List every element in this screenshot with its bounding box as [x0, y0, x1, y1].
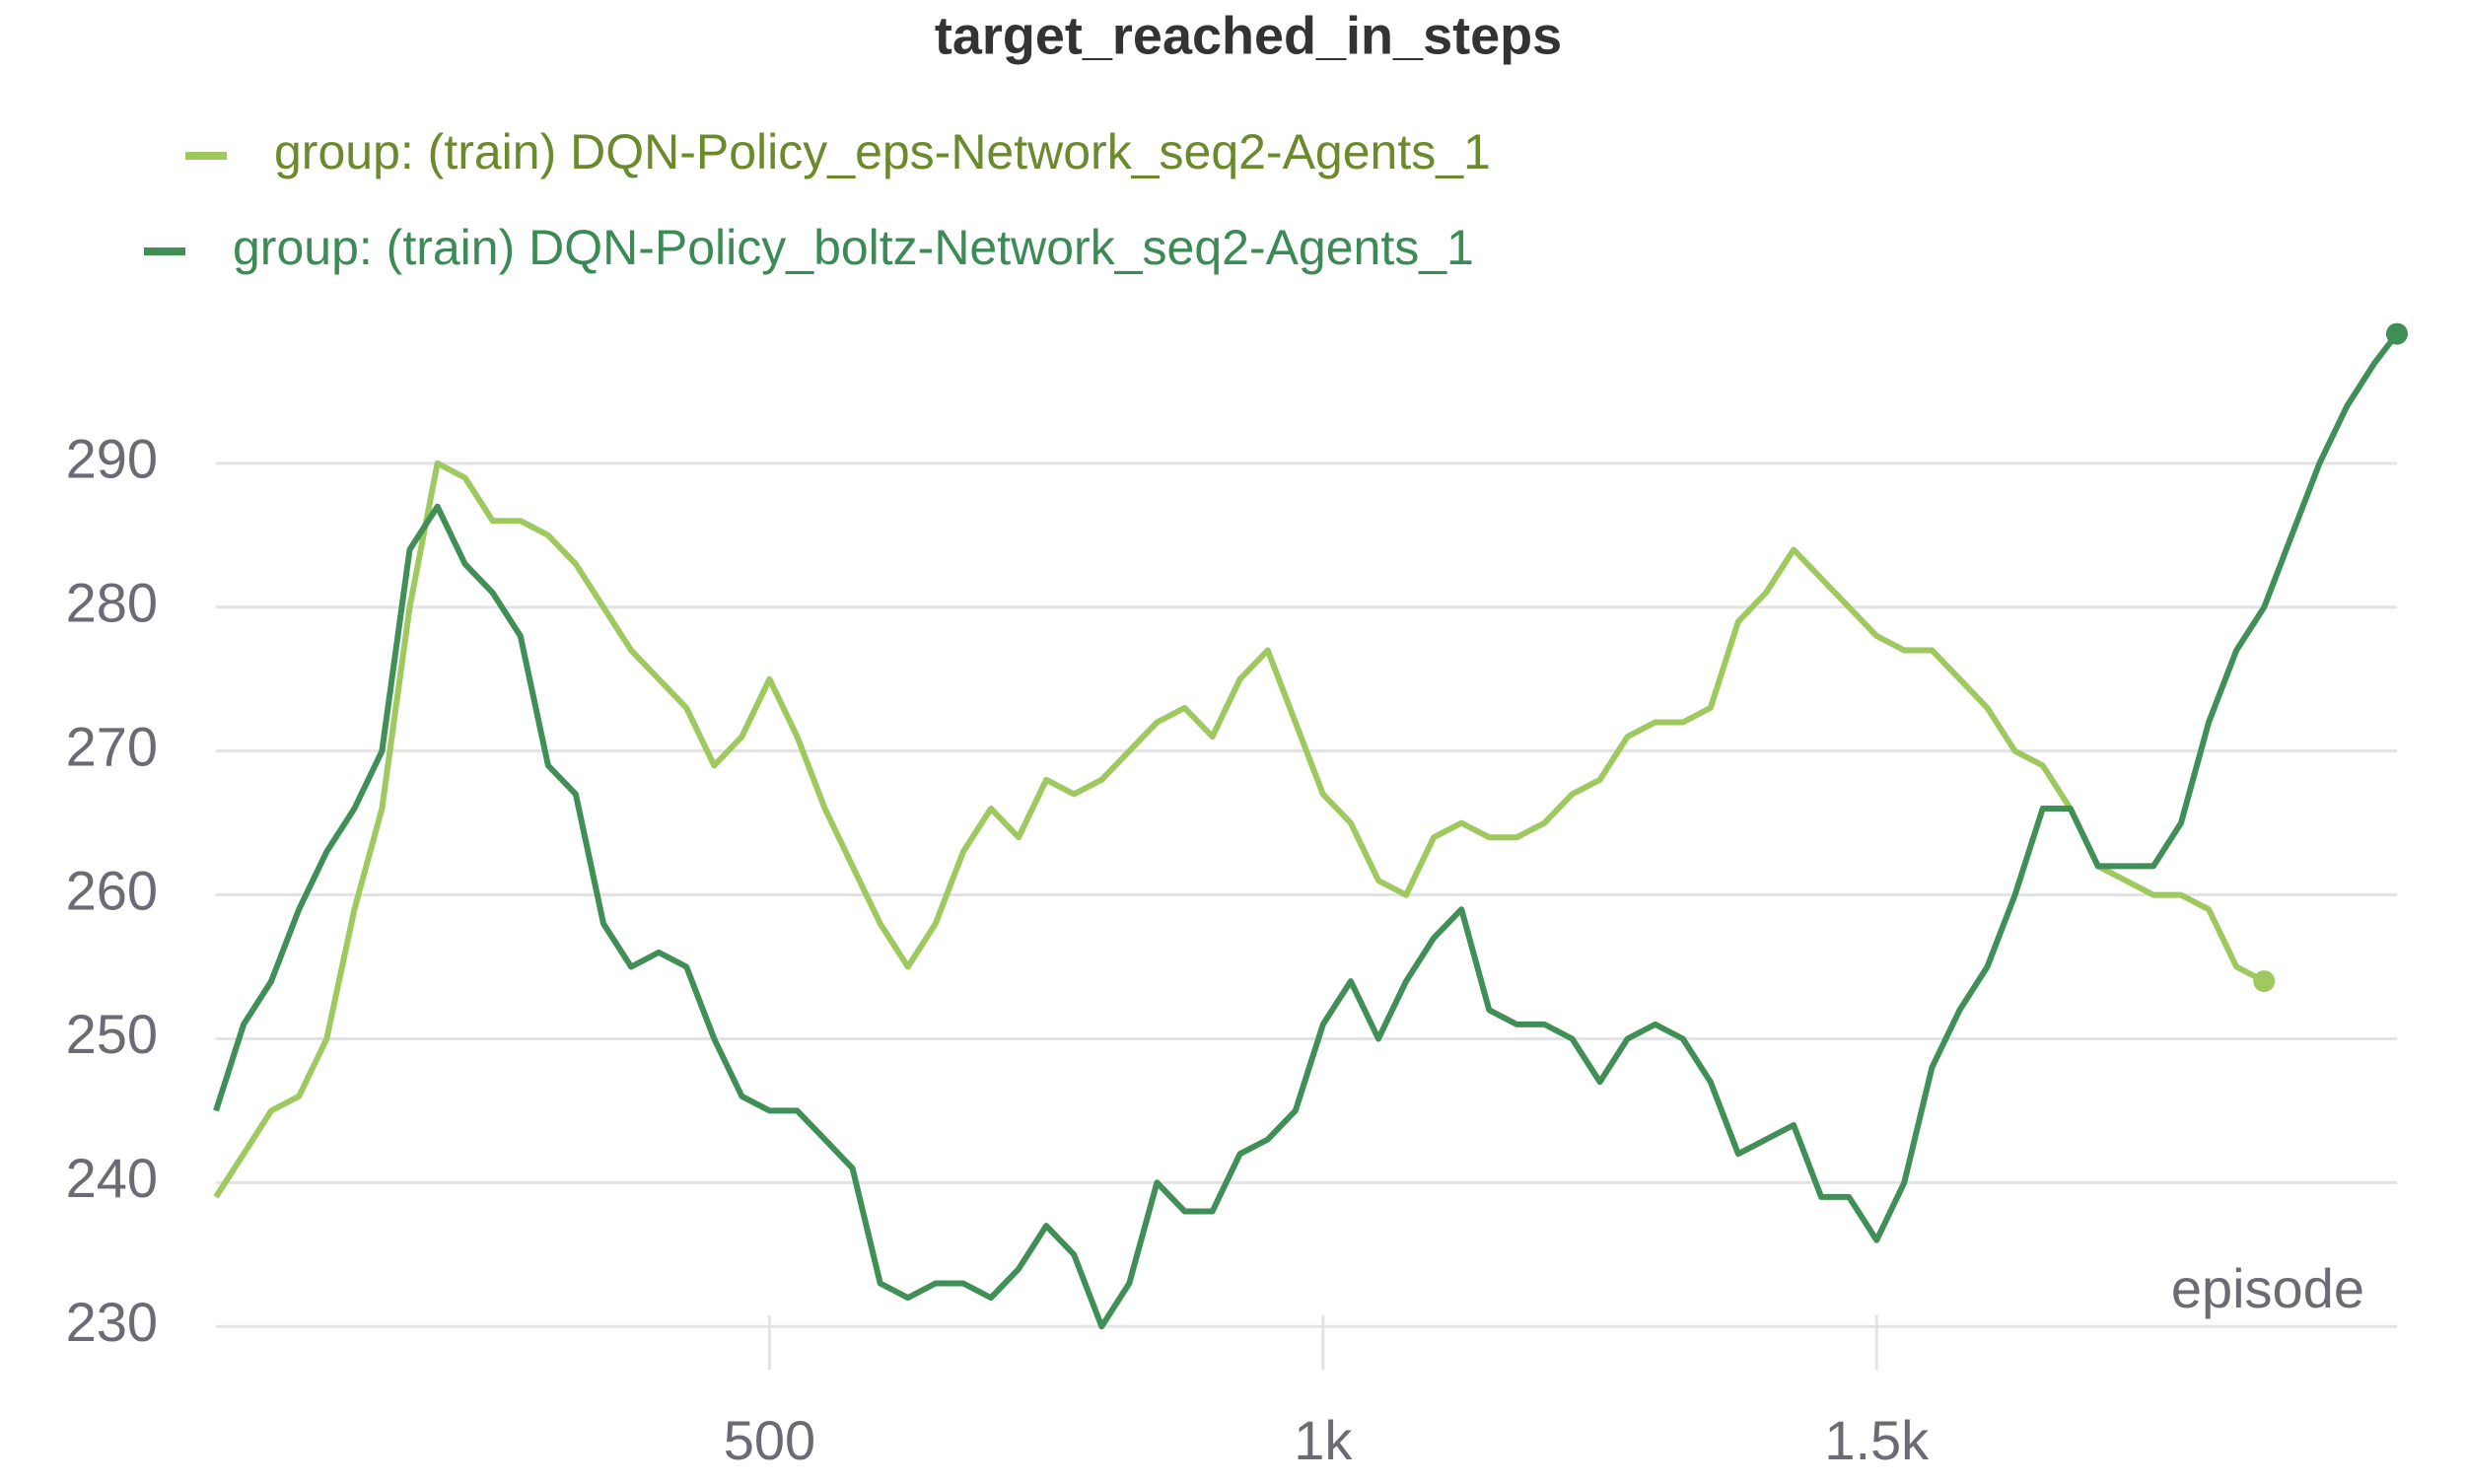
legend-label: group: (train) DQN-Policy_boltz-Network_… [233, 220, 1474, 275]
x-axis-label: episode [2171, 1257, 2364, 1319]
y-tick-label: 230 [66, 1291, 158, 1353]
y-tick-label: 280 [66, 572, 158, 634]
chart-title: target_reached_in_steps [935, 6, 1562, 65]
y-tick-label: 240 [66, 1147, 158, 1209]
series-line [213, 331, 2400, 1330]
y-tick-label: 260 [66, 859, 158, 921]
y-tick-label: 290 [66, 428, 158, 490]
legend-label: group: (train) DQN-Policy_eps-Network_se… [274, 124, 1491, 179]
end-point [2253, 970, 2276, 993]
x-tick-label: 1.5k [1824, 1409, 1930, 1471]
x-tick-label: 1k [1294, 1409, 1353, 1471]
x-tick-label: 500 [724, 1409, 815, 1471]
y-tick-label: 250 [66, 1003, 158, 1065]
end-point [2386, 322, 2408, 345]
y-tick-label: 270 [66, 715, 158, 777]
series-line [213, 459, 2266, 1199]
